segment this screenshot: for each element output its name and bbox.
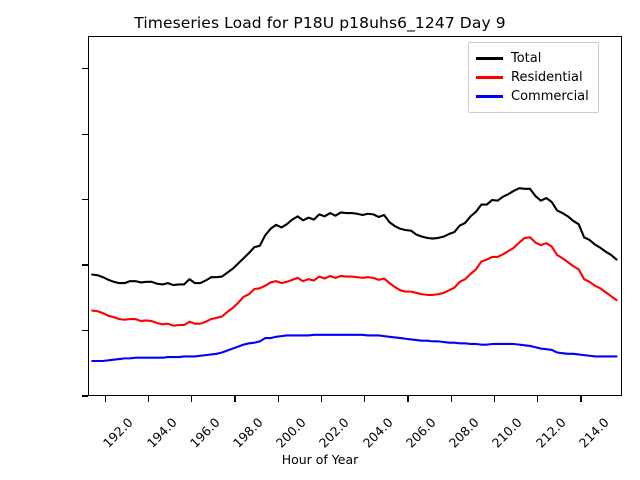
x-tick-mark — [407, 396, 409, 402]
y-tick-mark — [82, 395, 88, 397]
x-tick-mark — [234, 396, 236, 402]
plot-lines — [91, 187, 618, 363]
x-tick-label: 204.0 — [359, 414, 396, 451]
x-tick-mark — [104, 396, 106, 402]
series-line-commercial — [91, 333, 618, 363]
x-tick-label: 206.0 — [402, 414, 439, 451]
legend-item-total: Total — [476, 49, 589, 68]
x-tick-mark — [277, 396, 279, 402]
y-tick-mark — [82, 329, 88, 332]
series-line-residential — [91, 236, 618, 327]
legend-swatch-icon — [476, 95, 503, 98]
x-tick-label: 212.0 — [532, 414, 569, 451]
x-tick-mark — [320, 396, 323, 402]
chart-legend: Total Residential Commercial — [468, 42, 599, 113]
chart-title: Timeseries Load for P18U p18uhs6_1247 Da… — [134, 14, 506, 32]
legend-label: Commercial — [511, 89, 589, 104]
x-tick-label: 192.0 — [100, 414, 137, 451]
x-tick-mark — [580, 396, 582, 402]
legend-label: Total — [511, 51, 542, 66]
legend-swatch-icon — [476, 57, 503, 60]
x-tick-mark — [364, 396, 366, 402]
legend-label: Residential — [511, 70, 583, 85]
x-tick-label: 194.0 — [143, 414, 180, 451]
legend-item-commercial: Commercial — [476, 87, 589, 106]
x-tick-label: 196.0 — [186, 414, 223, 451]
x-tick-mark — [147, 396, 150, 402]
x-tick-label: 208.0 — [446, 414, 482, 451]
x-tick-label: 214.0 — [575, 414, 612, 451]
x-tick-label: 202.0 — [316, 414, 353, 451]
x-tick-mark — [493, 396, 496, 402]
legend-swatch-icon — [476, 76, 503, 79]
y-tick-mark — [82, 198, 88, 201]
x-tick-label: 200.0 — [273, 414, 309, 451]
x-tick-mark — [191, 396, 193, 402]
x-tick-mark — [450, 396, 452, 402]
y-tick-mark — [82, 133, 88, 135]
y-tick-mark — [82, 264, 88, 266]
y-tick-mark — [82, 68, 88, 70]
x-tick-mark — [537, 396, 539, 402]
x-tick-label: 198.0 — [229, 414, 266, 451]
x-axis-label: Hour of Year — [281, 452, 359, 467]
series-line-total — [91, 187, 618, 287]
plot-area — [88, 36, 622, 396]
x-tick-label: 210.0 — [489, 414, 526, 451]
legend-item-residential: Residential — [476, 68, 589, 87]
